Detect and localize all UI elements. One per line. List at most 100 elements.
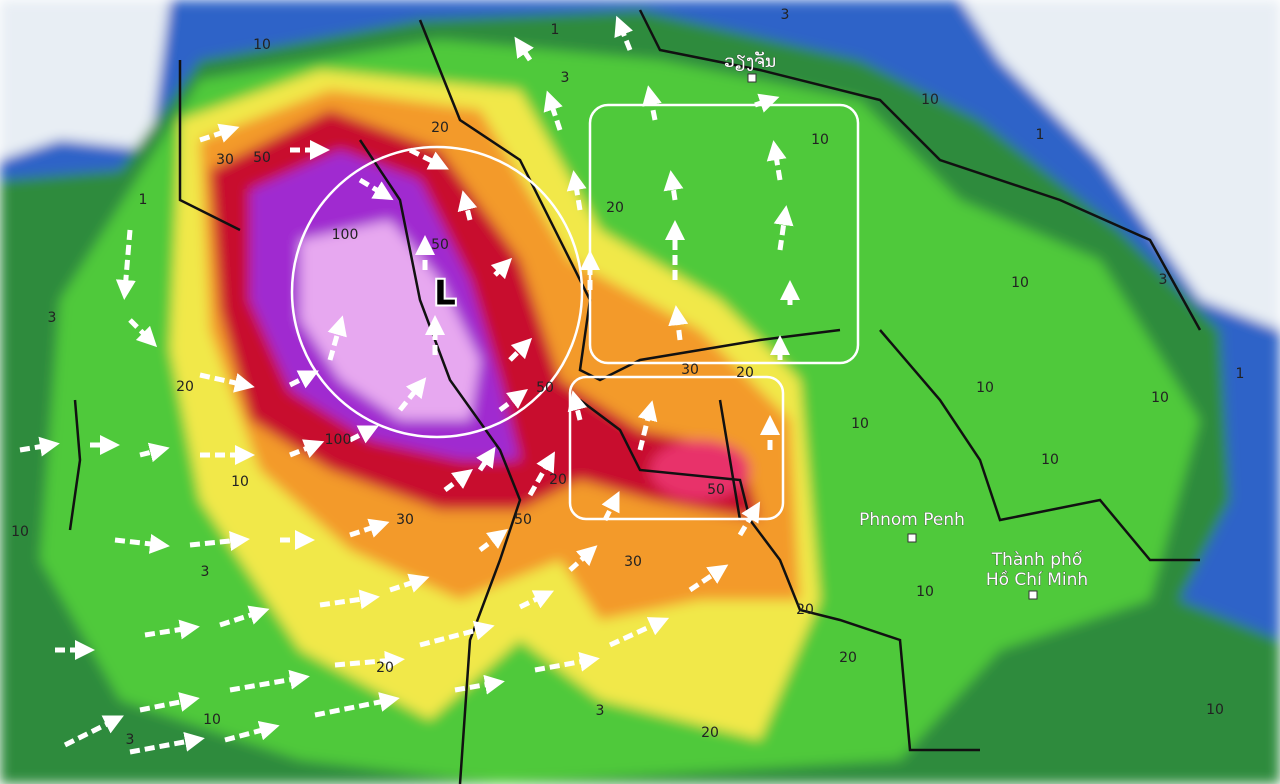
wind-arrow <box>457 190 478 221</box>
contour-label: 50 <box>536 380 554 396</box>
wind-arrow <box>567 390 588 421</box>
wind-arrow <box>334 650 405 671</box>
wind-arrow <box>754 93 780 113</box>
contour-label: 3 <box>596 703 605 719</box>
contour-label: 10 <box>811 132 829 148</box>
wind-arrow <box>568 545 598 572</box>
wind-arrow <box>518 590 555 610</box>
contour-label: 30 <box>681 362 699 378</box>
wind-arrow <box>737 501 761 537</box>
wind-arrow <box>199 372 255 393</box>
wind-arrow <box>566 170 587 211</box>
wind-arrow <box>490 257 513 280</box>
contour-label: 10 <box>1151 390 1169 406</box>
wind-arrow <box>527 451 555 497</box>
wind-arrow <box>454 674 505 695</box>
contour-label: 20 <box>606 200 624 216</box>
wind-arrow <box>476 446 496 472</box>
contour-label: 20 <box>176 379 194 395</box>
wind-arrow <box>614 15 633 51</box>
low-label: L <box>434 274 456 314</box>
wind-arrow <box>19 436 60 457</box>
contour-label: 20 <box>376 660 394 676</box>
wind-arrow <box>534 651 600 673</box>
wind-arrow <box>408 147 449 170</box>
wind-arrow <box>358 177 394 201</box>
borders <box>68 9 1202 784</box>
wind-arrow <box>478 529 508 552</box>
contour-label: 20 <box>796 602 814 618</box>
wind-arrow <box>514 36 534 62</box>
wind-arrow <box>114 533 170 554</box>
wind-arrow <box>349 518 390 538</box>
wind-arrow <box>608 617 670 648</box>
wind-arrow <box>189 531 250 551</box>
contour-label: 50 <box>253 150 271 166</box>
city-marker <box>907 533 917 543</box>
contour-label: 30 <box>216 152 234 168</box>
contour-label: 50 <box>707 482 725 498</box>
wind-arrow <box>663 170 684 201</box>
contour-label: 100 <box>332 227 359 243</box>
contour-label: 10 <box>253 37 271 53</box>
place-label: Hồ Chí Minh <box>986 569 1088 590</box>
city-marker <box>747 73 757 83</box>
wind-arrow <box>219 605 270 628</box>
highlight-outlines <box>290 103 860 521</box>
contour-label: 10 <box>916 584 934 600</box>
low-pressure: L <box>432 272 458 316</box>
wind-arrow <box>199 123 240 143</box>
contour-label: 10 <box>1011 275 1029 291</box>
contour-label: 3 <box>201 564 210 580</box>
place-label: Thành phố <box>991 549 1083 570</box>
wind-arrow <box>688 564 729 593</box>
contour-label: 10 <box>11 524 29 540</box>
contour-label: 10 <box>203 712 221 728</box>
contour-label: 3 <box>1159 272 1168 288</box>
contour-label: 100 <box>325 432 352 448</box>
contour-label: 30 <box>624 554 642 570</box>
contour-label: 20 <box>736 365 754 381</box>
contour-label: 3 <box>781 7 790 23</box>
wind-arrow <box>139 692 200 713</box>
contour-label: 3 <box>48 310 57 326</box>
wind-arrow <box>637 400 658 451</box>
wind-arrow <box>144 619 200 640</box>
wind-arrow <box>398 377 427 412</box>
contour-label: 20 <box>431 120 449 136</box>
contour-label: 1 <box>1236 366 1245 382</box>
contour-label: 3 <box>126 732 135 748</box>
wind-arrow <box>642 85 662 121</box>
contour-label: 10 <box>851 416 869 432</box>
wind-arrow <box>128 318 158 348</box>
place-label: Phnom Penh <box>859 510 965 530</box>
wind-arrow <box>508 337 533 362</box>
wind-arrow <box>224 720 280 743</box>
contour-label: 10 <box>1206 702 1224 718</box>
contour-label: 10 <box>1041 452 1059 468</box>
contour-label: 10 <box>921 92 939 108</box>
wind-arrow <box>319 589 380 610</box>
contour-label: 1 <box>551 22 560 38</box>
wind-arrow <box>601 491 620 522</box>
contour-label: 20 <box>701 725 719 741</box>
place-label: ວຽງຈັນ <box>724 50 776 72</box>
wind-arrow <box>288 370 319 389</box>
contour-label: 20 <box>839 650 857 666</box>
city-marker <box>1028 590 1038 600</box>
contour-label: 1 <box>1036 127 1045 143</box>
contour-label: 10 <box>976 380 994 396</box>
contour-label: 3 <box>561 70 570 86</box>
wind-arrow <box>419 620 495 648</box>
wind-arrow <box>314 692 400 718</box>
wind-arrow <box>668 305 689 341</box>
wind-arrow <box>115 229 136 300</box>
wind-arrow <box>543 90 563 131</box>
wind-arrow <box>766 140 787 181</box>
contour-label: 30 <box>396 512 414 528</box>
wind-arrow <box>63 715 124 748</box>
wind-arrow <box>498 389 528 412</box>
contour-label: 50 <box>514 512 532 528</box>
wind-arrow <box>389 573 430 593</box>
